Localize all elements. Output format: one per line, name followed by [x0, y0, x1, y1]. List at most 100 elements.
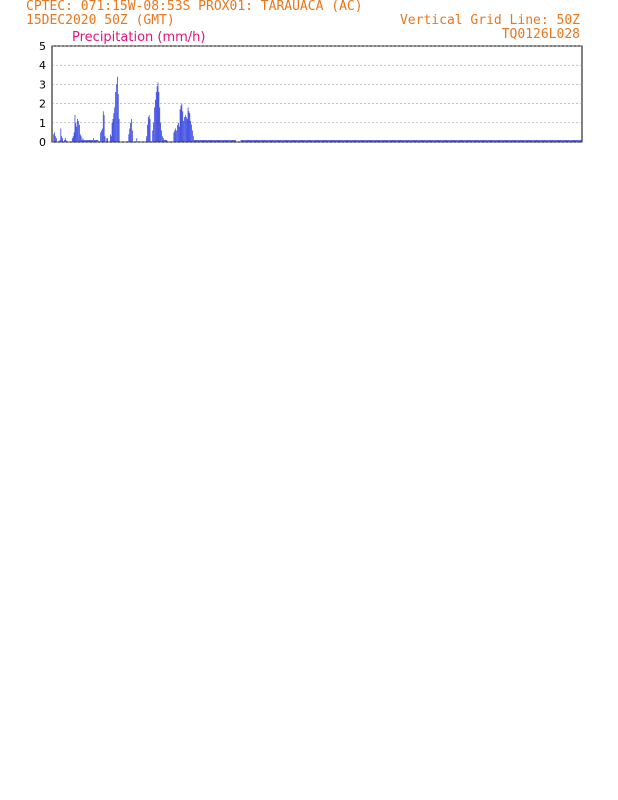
- precip-bar: [422, 140, 424, 142]
- precip-bar: [528, 140, 530, 142]
- precip-bar: [250, 140, 252, 142]
- precip-bar: [398, 140, 400, 142]
- precip-bar: [371, 140, 373, 142]
- precip-bar: [364, 140, 366, 142]
- precip-bar: [341, 140, 343, 142]
- precip-bar: [404, 140, 405, 142]
- precip-bar: [162, 136, 163, 142]
- precip-bar: [359, 140, 360, 142]
- precip-bar: [213, 140, 215, 142]
- precip-bar: [572, 140, 574, 142]
- precip-bar: [346, 140, 348, 142]
- precip-bar: [195, 140, 197, 142]
- precip-bar: [486, 140, 487, 142]
- precip-bar: [326, 140, 328, 142]
- precip-bar: [298, 140, 300, 142]
- precip-bar: [136, 138, 138, 142]
- precip-bar: [61, 136, 63, 142]
- precip-bar: [351, 140, 352, 142]
- precip-bar: [340, 140, 342, 142]
- precip-bar: [288, 140, 290, 142]
- precip-bar: [510, 140, 512, 142]
- precip-bar: [94, 140, 95, 142]
- precip-bar: [275, 140, 276, 142]
- precip-bar: [369, 140, 371, 142]
- precip-bar: [533, 140, 534, 142]
- precip-bar: [441, 140, 442, 142]
- precip-bar: [107, 138, 109, 142]
- precip-bar: [456, 140, 457, 142]
- precip-bar: [525, 140, 527, 142]
- precip-bar: [211, 140, 213, 142]
- precip-bar: [561, 140, 563, 142]
- precip-bar: [328, 140, 329, 142]
- precip-bar: [251, 140, 252, 142]
- precip-bar: [258, 140, 260, 142]
- precip-bar: [423, 140, 425, 142]
- precip-bar: [394, 140, 396, 142]
- header-line2-right: Vertical Grid Line: 50Z: [399, 13, 580, 28]
- precip-bar: [464, 140, 465, 142]
- precip-bar: [550, 140, 552, 142]
- precip-bar: [208, 140, 210, 142]
- precip-bar: [244, 140, 245, 142]
- precip-bar: [153, 122, 154, 142]
- precip-bar: [399, 140, 401, 142]
- precip-bar: [97, 140, 99, 142]
- precip-bar: [403, 140, 404, 142]
- precip-bar: [431, 140, 433, 142]
- precip-bar: [556, 140, 558, 142]
- precip-bar: [485, 140, 487, 142]
- precip-bar: [461, 140, 463, 142]
- precip-bar: [362, 140, 364, 142]
- precip-bar: [103, 115, 105, 142]
- precip-bar: [440, 140, 442, 142]
- precip-bar: [426, 140, 427, 142]
- precip-bar: [222, 140, 223, 142]
- precip-bar: [397, 140, 398, 142]
- ytick-label: 4: [39, 59, 46, 72]
- precip-bar: [154, 107, 155, 142]
- precip-bar: [329, 140, 331, 142]
- precip-bar: [152, 130, 154, 142]
- precip-bar: [348, 140, 350, 142]
- precip-bar: [255, 140, 257, 142]
- precip-bar: [91, 140, 93, 142]
- precip-bar: [568, 140, 570, 142]
- precip-bar: [303, 140, 305, 142]
- precip-bar: [436, 140, 438, 142]
- precip-bar: [218, 140, 220, 142]
- precip-bar: [520, 140, 522, 142]
- precip-bar: [401, 140, 403, 142]
- precip-bar: [344, 140, 346, 142]
- precip-bar: [100, 132, 101, 142]
- precip-bar: [174, 130, 176, 142]
- precip-bar: [86, 140, 87, 142]
- precip-bar: [320, 140, 321, 142]
- precip-bar: [400, 140, 402, 142]
- precip-bar: [374, 140, 376, 142]
- precip-bar: [128, 134, 130, 142]
- precip-bar: [577, 140, 578, 142]
- precip-bar: [264, 140, 266, 142]
- precip-bar: [319, 140, 321, 142]
- precip-bar: [451, 140, 453, 142]
- precip-bar: [471, 140, 472, 142]
- precip-bar: [162, 138, 164, 142]
- precip-bar: [518, 140, 519, 142]
- precip-bar: [313, 140, 314, 142]
- precip-bar: [221, 140, 222, 142]
- precip-bar: [387, 140, 389, 142]
- precip-bar: [224, 140, 226, 142]
- precip-bar: [245, 140, 246, 142]
- precip-bar: [86, 140, 88, 142]
- precip-bar: [114, 107, 116, 142]
- precip-bar: [296, 140, 298, 142]
- precip-bar: [500, 140, 502, 142]
- precip-bar: [407, 140, 409, 142]
- precip-bar: [575, 140, 577, 142]
- precip-bar: [375, 140, 377, 142]
- precip-bar: [56, 138, 57, 142]
- precip-bar: [178, 126, 180, 142]
- precip-bar: [193, 140, 195, 142]
